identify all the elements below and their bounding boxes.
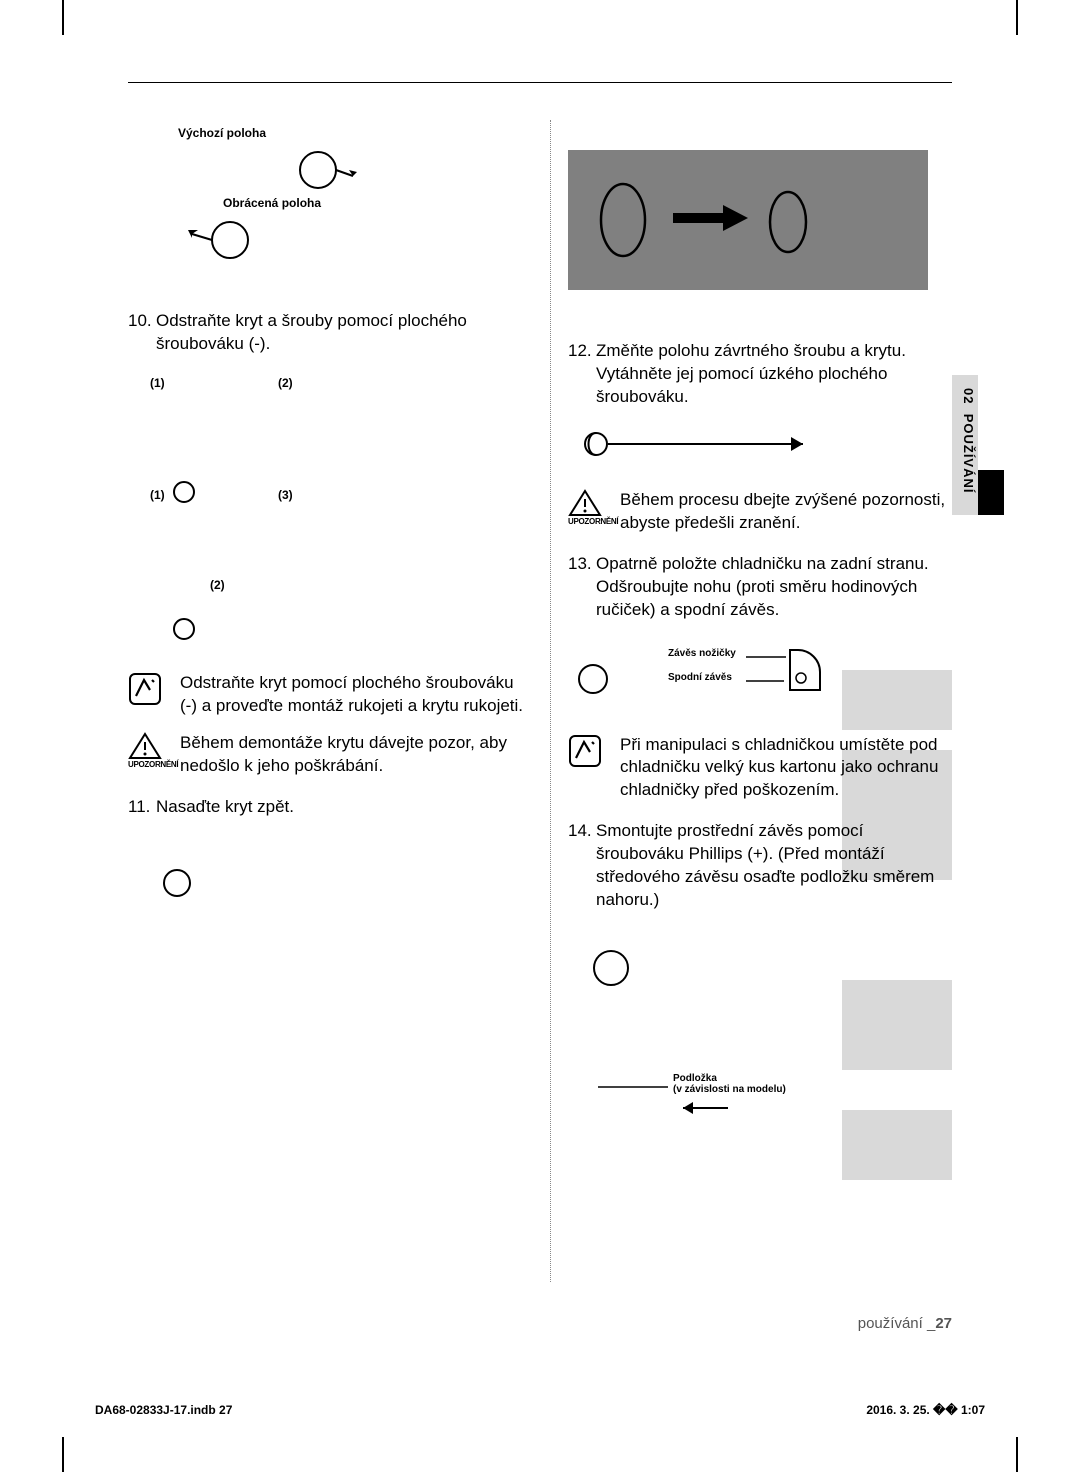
- ellipse-arrow-diagram: [568, 150, 928, 290]
- note-text: Při manipulaci s chladničkou umístěte po…: [620, 734, 952, 803]
- figure-step11: [128, 859, 528, 969]
- circle-icon: [578, 664, 608, 694]
- step-number: 14.: [568, 820, 596, 912]
- caution-label: UPOZORNĚNÍ: [568, 517, 608, 526]
- crop-mark: [62, 1437, 64, 1472]
- note-2: Při manipulaci s chladničkou umístěte po…: [568, 734, 952, 803]
- figure-positions: Výchozí poloha Obrácená poloha: [128, 120, 528, 290]
- note-icon: [128, 672, 168, 706]
- step-number: 11.: [128, 796, 156, 819]
- crop-mark: [62, 0, 64, 35]
- step-text: Odstraňte kryt a šrouby pomocí plochého …: [156, 310, 528, 356]
- section-title: POUŽÍVÁNÍ: [961, 414, 976, 494]
- caution-icon: UPOZORNĚNÍ: [568, 489, 608, 526]
- bracket-icon: [786, 646, 826, 694]
- left-column: Výchozí poloha Obrácená poloha 10. Odstr…: [128, 120, 528, 969]
- label-leg-hinge: Závěs nožičky: [668, 648, 736, 659]
- label-default-position: Výchozí poloha: [178, 126, 266, 140]
- caution-text: Během demontáže krytu dávejte pozor, aby…: [180, 732, 528, 778]
- label-reversed-position: Obrácená poloha: [223, 196, 321, 210]
- note-1: Odstraňte kryt pomocí plochého šroubovák…: [128, 672, 528, 718]
- footer-section: používání _: [858, 1315, 936, 1332]
- step-number: 12.: [568, 340, 596, 409]
- page-footer: používání _27: [858, 1315, 952, 1332]
- step-13: 13. Opatrně položte chladničku na zadní …: [568, 553, 952, 622]
- step-14: 14. Smontujte prostřední závěs pomocí šr…: [568, 820, 952, 912]
- figure-step10: (1) (2) (1) (3) (2): [148, 368, 528, 658]
- figure-arrow: [568, 424, 952, 474]
- arrow-diagram-top: [278, 140, 508, 200]
- step-text: Opatrně položte chladničku na zadní stra…: [596, 553, 952, 622]
- column-divider: [550, 120, 551, 1282]
- step-12: 12. Změňte polohu závrtného šroubu a kry…: [568, 340, 952, 409]
- horizontal-rule: [128, 82, 952, 83]
- caution-icon: UPOZORNĚNÍ: [128, 732, 168, 769]
- arrow-left-icon: [673, 1100, 733, 1116]
- callout-1b: (1): [150, 488, 165, 502]
- figure-step14: Podložka (v závislosti na modelu): [568, 930, 952, 1130]
- section-number: 02: [961, 388, 976, 404]
- callout-1: (1): [150, 376, 165, 390]
- circle-icon: [173, 618, 195, 640]
- caution-label: UPOZORNĚNÍ: [128, 760, 168, 769]
- document-date: 2016. 3. 25. �� 1:07: [866, 1403, 985, 1417]
- circle-icon: [593, 950, 629, 986]
- step-11: 11. Nasaďte kryt zpět.: [128, 796, 528, 819]
- document-id: DA68-02833J-17.indb 27: [95, 1403, 232, 1417]
- crop-mark: [1016, 1437, 1018, 1472]
- caution-text: Během procesu dbejte zvýšené pozornosti,…: [620, 489, 952, 535]
- figure-grey-box: [568, 120, 952, 320]
- label-bottom-hinge: Spodní závěs: [668, 672, 732, 683]
- step-text: Smontujte prostřední závěs pomocí šroubo…: [596, 820, 952, 912]
- circle-icon: [163, 869, 191, 897]
- step-number: 13.: [568, 553, 596, 622]
- note-icon: [568, 734, 608, 768]
- caution-2: UPOZORNĚNÍ Během procesu dbejte zvýšené …: [568, 489, 952, 535]
- step-text: Změňte polohu závrtného šroubu a krytu. …: [596, 340, 952, 409]
- section-tab-marker: [978, 470, 1004, 515]
- caution-1: UPOZORNĚNÍ Během demontáže krytu dávejte…: [128, 732, 528, 778]
- arrow-diagram-bottom: [178, 210, 358, 270]
- step-10: 10. Odstraňte kryt a šrouby pomocí ploch…: [128, 310, 528, 356]
- page-content: Výchozí poloha Obrácená poloha 10. Odstr…: [128, 120, 952, 1352]
- crop-mark: [1016, 0, 1018, 35]
- right-column: 12. Změňte polohu závrtného šroubu a kry…: [568, 120, 952, 1130]
- label-washer: Podložka (v závislosti na modelu): [673, 1073, 786, 1095]
- circle-icon: [173, 481, 195, 503]
- callout-2b: (2): [210, 578, 225, 592]
- figure-step13: Závěs nožičky Spodní závěs: [568, 634, 952, 714]
- step-number: 10.: [128, 310, 156, 356]
- callout-3: (3): [278, 488, 293, 502]
- page-number: 27: [935, 1315, 952, 1332]
- callout-2: (2): [278, 376, 293, 390]
- step-text: Nasaďte kryt zpět.: [156, 796, 528, 819]
- note-text: Odstraňte kryt pomocí plochého šroubovák…: [180, 672, 528, 718]
- section-tab-label: 02 POUŽÍVÁNÍ: [961, 388, 976, 494]
